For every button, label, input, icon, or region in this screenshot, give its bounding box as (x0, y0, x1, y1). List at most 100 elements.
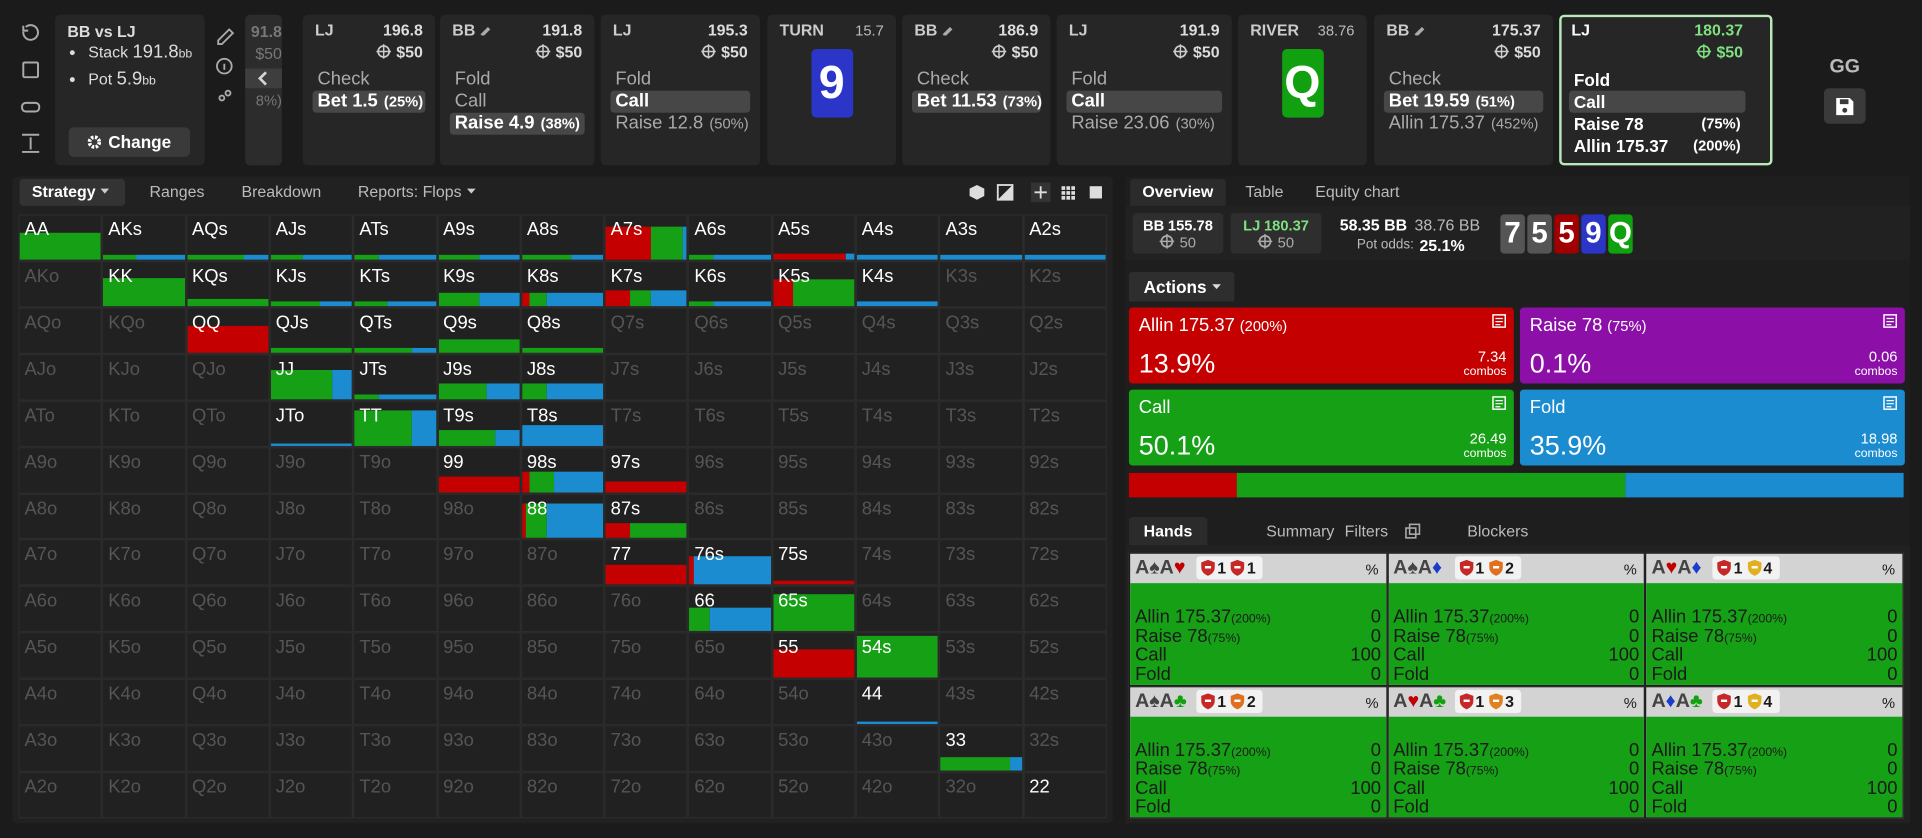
hand-cell[interactable]: T6o (353, 586, 438, 633)
hand-cell[interactable]: KQs (185, 260, 270, 308)
hand-cell[interactable]: A4o (18, 679, 103, 726)
hand-cell[interactable]: T4o (353, 679, 438, 726)
hand-cell[interactable]: Q6o (185, 586, 270, 633)
hand-cell[interactable]: 53s (939, 632, 1024, 680)
strategy-tab[interactable]: Ranges (137, 179, 216, 206)
change-button[interactable]: Change (68, 127, 190, 157)
hand-cell[interactable]: 62s (1023, 586, 1107, 633)
hand-cell[interactable]: 62o (688, 771, 772, 819)
hand-cell[interactable]: 74s (855, 539, 940, 587)
hand-cell[interactable]: A9s (437, 214, 521, 261)
hand-cell[interactable]: T2s (1023, 400, 1107, 447)
hand-cell[interactable]: T6s (688, 400, 772, 447)
hand-cell[interactable]: A5s (771, 214, 856, 261)
hand-cell[interactable]: K5o (102, 632, 186, 680)
hand-cell[interactable]: Q9s (437, 307, 521, 354)
hand-cell[interactable]: J4s (855, 353, 940, 401)
street-node[interactable]: TURN 15.7 9 (767, 14, 897, 166)
hand-cell[interactable]: J6o (269, 586, 354, 633)
hand-cell[interactable]: Q7o (185, 539, 270, 587)
hand-cell[interactable]: 43o (855, 725, 940, 772)
hand-cell[interactable]: AQo (18, 307, 103, 354)
hand-cell[interactable]: J2o (269, 771, 354, 819)
hand-cell[interactable]: 92s (1023, 446, 1107, 494)
hand-cell[interactable]: 64o (688, 679, 772, 726)
hand-cell[interactable]: A7o (18, 539, 103, 587)
hand-cell[interactable]: A4s (855, 214, 940, 261)
hand-cell[interactable]: 86s (688, 493, 772, 540)
action-node[interactable]: BB 191.8 $50 Fold Call Raise 4.9 (38%) (440, 14, 595, 166)
hand-cell[interactable]: T5o (353, 632, 438, 680)
hand-cell[interactable]: 96s (688, 446, 772, 494)
hand-cell[interactable]: 54o (771, 679, 856, 726)
hand-cell[interactable]: T8s (520, 400, 605, 447)
hand-cell[interactable]: 32s (1023, 725, 1107, 772)
hand-cell[interactable]: Q5s (771, 307, 856, 354)
hand-cell[interactable]: T5s (771, 400, 856, 447)
hand-cell[interactable]: JJ (269, 353, 354, 401)
hand-cell[interactable]: QQ (185, 307, 270, 354)
hand-cell[interactable]: Q3s (939, 307, 1024, 354)
details-icon[interactable] (1492, 314, 1507, 329)
hand-cell[interactable]: Q4s (855, 307, 940, 354)
node-action[interactable]: Check (912, 69, 1041, 91)
hand-cell[interactable]: 85s (771, 493, 856, 540)
view-icons[interactable] (962, 181, 1109, 203)
hand-cell[interactable]: Q8s (520, 307, 605, 354)
hand-cell[interactable]: 52o (771, 771, 856, 819)
hand-cell[interactable]: 98s (520, 446, 605, 494)
hand-cell[interactable]: J5o (269, 632, 354, 680)
hand-card[interactable]: A♥A♣ 1 3% Allin 175.37(200%) 0 Raise 78(75%) 0… (1387, 685, 1646, 819)
hand-cell[interactable]: 88 (520, 493, 605, 540)
hand-cell[interactable]: K7o (102, 539, 186, 587)
action-box[interactable]: Call 50.1% 26.49 combos (1128, 389, 1514, 466)
hand-cell[interactable]: Q5o (185, 632, 270, 680)
overview-tab[interactable]: Equity chart (1315, 182, 1400, 201)
hand-cell[interactable]: 65o (688, 632, 772, 680)
hand-cell[interactable]: 98o (437, 493, 521, 540)
hand-cell[interactable]: 76o (604, 586, 689, 633)
hand-cell[interactable]: 94o (437, 679, 521, 726)
hand-cell[interactable]: K2s (1023, 260, 1107, 308)
hand-cell[interactable]: Q9o (185, 446, 270, 494)
hand-card[interactable]: A♠A♥ 1 1% Allin 175.37(200%) 0 Raise 78(75%) 0… (1128, 552, 1388, 686)
street-node[interactable]: RIVER 38.76 Q (1238, 14, 1367, 166)
hand-cell[interactable]: A9o (18, 446, 103, 494)
hand-cell[interactable]: 82s (1023, 493, 1107, 540)
edit-icon[interactable] (941, 23, 953, 37)
hand-cell[interactable]: A8o (18, 493, 103, 540)
hand-cell[interactable]: Q3o (185, 725, 270, 772)
hand-cell[interactable]: T4s (855, 400, 940, 447)
hand-cell[interactable]: 54s (855, 632, 940, 680)
hands-tab[interactable]: Hands (1128, 517, 1208, 546)
node-action[interactable]: Raise 12.8 (50%) (610, 113, 750, 135)
node-action[interactable]: Bet 1.5 (25%) (312, 90, 426, 113)
clipped-node[interactable]: 91.8 $50 8%) (245, 14, 282, 166)
hand-cell[interactable]: 92o (437, 771, 521, 819)
hand-cell[interactable]: 65s (771, 586, 856, 633)
action-box[interactable]: Raise 78 (75%) 0.1% 0.06 combos (1519, 307, 1905, 384)
hand-cell[interactable]: 97o (437, 539, 521, 587)
hand-cell[interactable]: J9s (437, 353, 521, 401)
node-action[interactable]: Fold (450, 69, 585, 91)
action-node[interactable]: LJ 196.8 $50 Check Bet 1.5 (25%) (302, 14, 436, 166)
hand-cell[interactable]: 96o (437, 586, 521, 633)
hand-cell[interactable]: Q2s (1023, 307, 1107, 354)
node-action[interactable]: Fold (1569, 69, 1746, 91)
hand-cell[interactable]: 73s (939, 539, 1024, 587)
hands-tab[interactable]: Blockers (1467, 521, 1529, 541)
hand-cell[interactable]: 77 (604, 539, 689, 587)
hand-cell[interactable]: 84o (520, 679, 605, 726)
node-action[interactable]: Bet 11.53 (73%) (911, 90, 1042, 113)
details-icon[interactable] (1883, 396, 1898, 411)
hand-cell[interactable]: A2s (1023, 214, 1107, 261)
node-action[interactable]: Raise 4.9 (38%) (449, 112, 585, 135)
hand-cell[interactable]: 93s (939, 446, 1024, 494)
hand-cell[interactable]: Q2o (185, 771, 270, 819)
hand-cell[interactable]: K6o (102, 586, 186, 633)
overview-tab[interactable]: Table (1245, 182, 1284, 201)
hand-cell[interactable]: K6s (688, 260, 772, 308)
hand-cell[interactable]: K8s (520, 260, 605, 308)
hand-cell[interactable]: 73o (604, 725, 689, 772)
action-node[interactable]: LJ 180.37 $50 Fold Call Raise 78 (75%) Allin 17… (1559, 14, 1773, 166)
